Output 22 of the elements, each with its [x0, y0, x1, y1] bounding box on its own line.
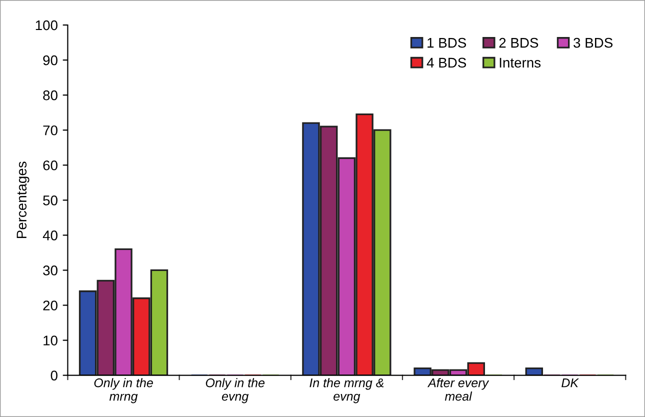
y-tick-label: 0 — [50, 370, 58, 380]
y-tick-label: 10 — [44, 336, 58, 346]
y-tick-label: 80 — [43, 90, 58, 100]
legend-label: 3 BDS — [574, 38, 613, 48]
legend-label: 4 BDS — [426, 58, 466, 68]
x-tick-label: DK — [562, 378, 579, 388]
y-tick-label: 100 — [36, 20, 58, 30]
y-tick-label: 70 — [43, 125, 58, 136]
x-tick-label: After every meal — [427, 378, 490, 401]
y-tick-label: 20 — [43, 300, 58, 310]
y-axis-title: Percentages — [16, 162, 30, 238]
legend-label: 1 BDS — [428, 38, 466, 48]
x-tick-label: Only in the mrng — [94, 378, 153, 404]
x-tick-label: In the mrng & evng — [310, 378, 384, 404]
y-tick-label: 60 — [43, 160, 58, 170]
y-tick-label: 90 — [43, 55, 58, 66]
x-tick-label: Only in the evng — [206, 378, 265, 404]
legend-label: Interns — [500, 58, 541, 68]
y-tick-label: 50 — [43, 195, 58, 206]
legend-label: 2 BDS — [499, 38, 538, 48]
y-tick-label: 30 — [43, 266, 58, 276]
y-tick-label: 40 — [42, 230, 58, 240]
